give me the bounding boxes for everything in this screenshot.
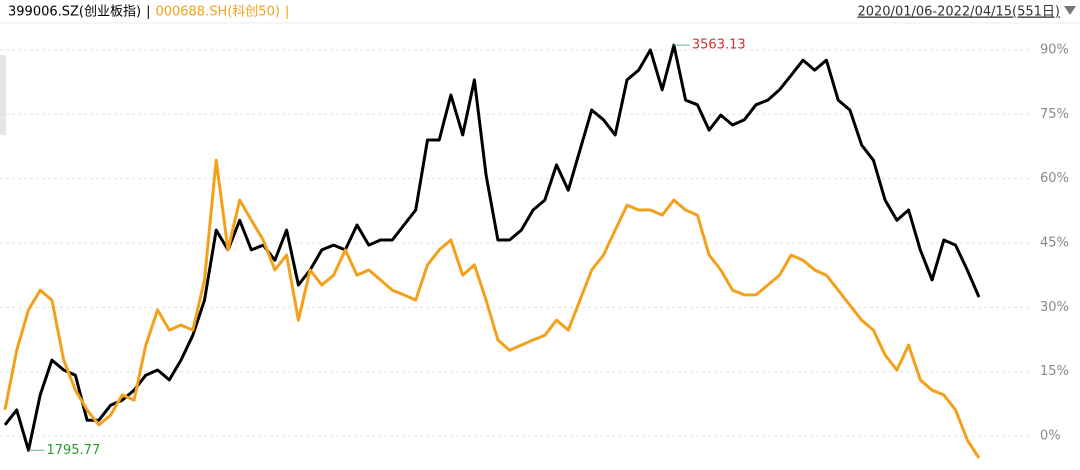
y-tick-label: 60% xyxy=(1040,171,1069,186)
y-tick-label: 0% xyxy=(1040,429,1061,444)
date-range[interactable]: 2020/01/06-2022/04/15(551日) xyxy=(857,5,1060,20)
y-tick-label: 30% xyxy=(1040,300,1069,315)
legend-separator: | xyxy=(146,5,150,20)
grid: 0% 15% 30% 45% 60% 75% 90% xyxy=(0,42,1069,444)
legend-entry: 399006.SZ(创业板指) xyxy=(8,5,141,20)
header: 399006.SZ(创业板指) | 000688.SH(科创50) | 2020/01/… xyxy=(8,5,1060,20)
y-tick-label: 15% xyxy=(1040,364,1069,379)
y-tick-label: 75% xyxy=(1040,107,1069,122)
plot: 3563.13 1795.77 xyxy=(3,38,981,459)
dropdown-arrow[interactable] xyxy=(1064,6,1076,15)
y-tick-label: 90% xyxy=(1040,42,1069,57)
legend-entry: 000688.SH(科创50) xyxy=(155,5,279,20)
scroll-handle xyxy=(0,55,6,135)
y-tick-label: 45% xyxy=(1040,235,1069,250)
series-line xyxy=(3,43,981,452)
annotation: 1795.77 xyxy=(46,443,100,458)
legend-separator: | xyxy=(285,5,289,20)
annotation: 3563.13 xyxy=(692,38,746,53)
series-line xyxy=(3,158,981,459)
